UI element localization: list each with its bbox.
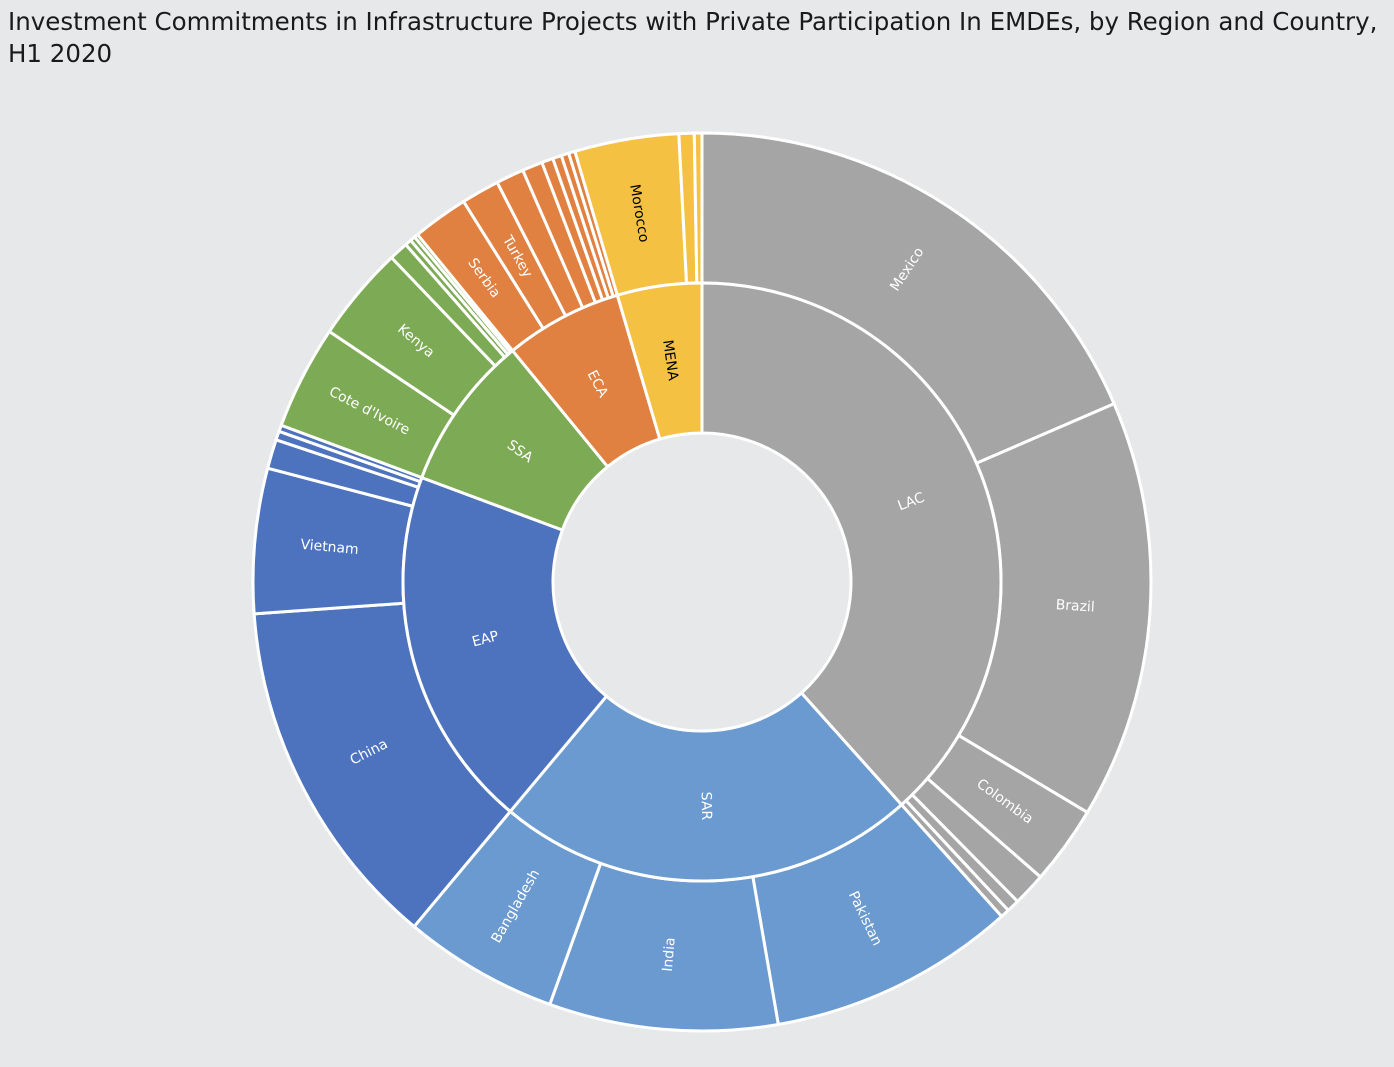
country-ring [251,131,1153,1033]
country-label-vietnam: Vietnam [300,537,360,558]
country-label-india: India [660,937,679,973]
chart-title: Investment Commitments in Infrastructure… [8,7,1378,68]
country-label-brazil: Brazil [1055,597,1095,616]
country-mena-small-2 [692,131,704,285]
region-eap [401,476,608,813]
region-label-mena: MENA [659,339,681,382]
region-label-sar: SAR [698,792,714,821]
region-lac [700,281,1003,807]
region-sar [508,691,904,883]
region-label-eap: EAP [470,628,500,650]
region-mena [615,281,704,441]
region-ring [401,281,1003,883]
